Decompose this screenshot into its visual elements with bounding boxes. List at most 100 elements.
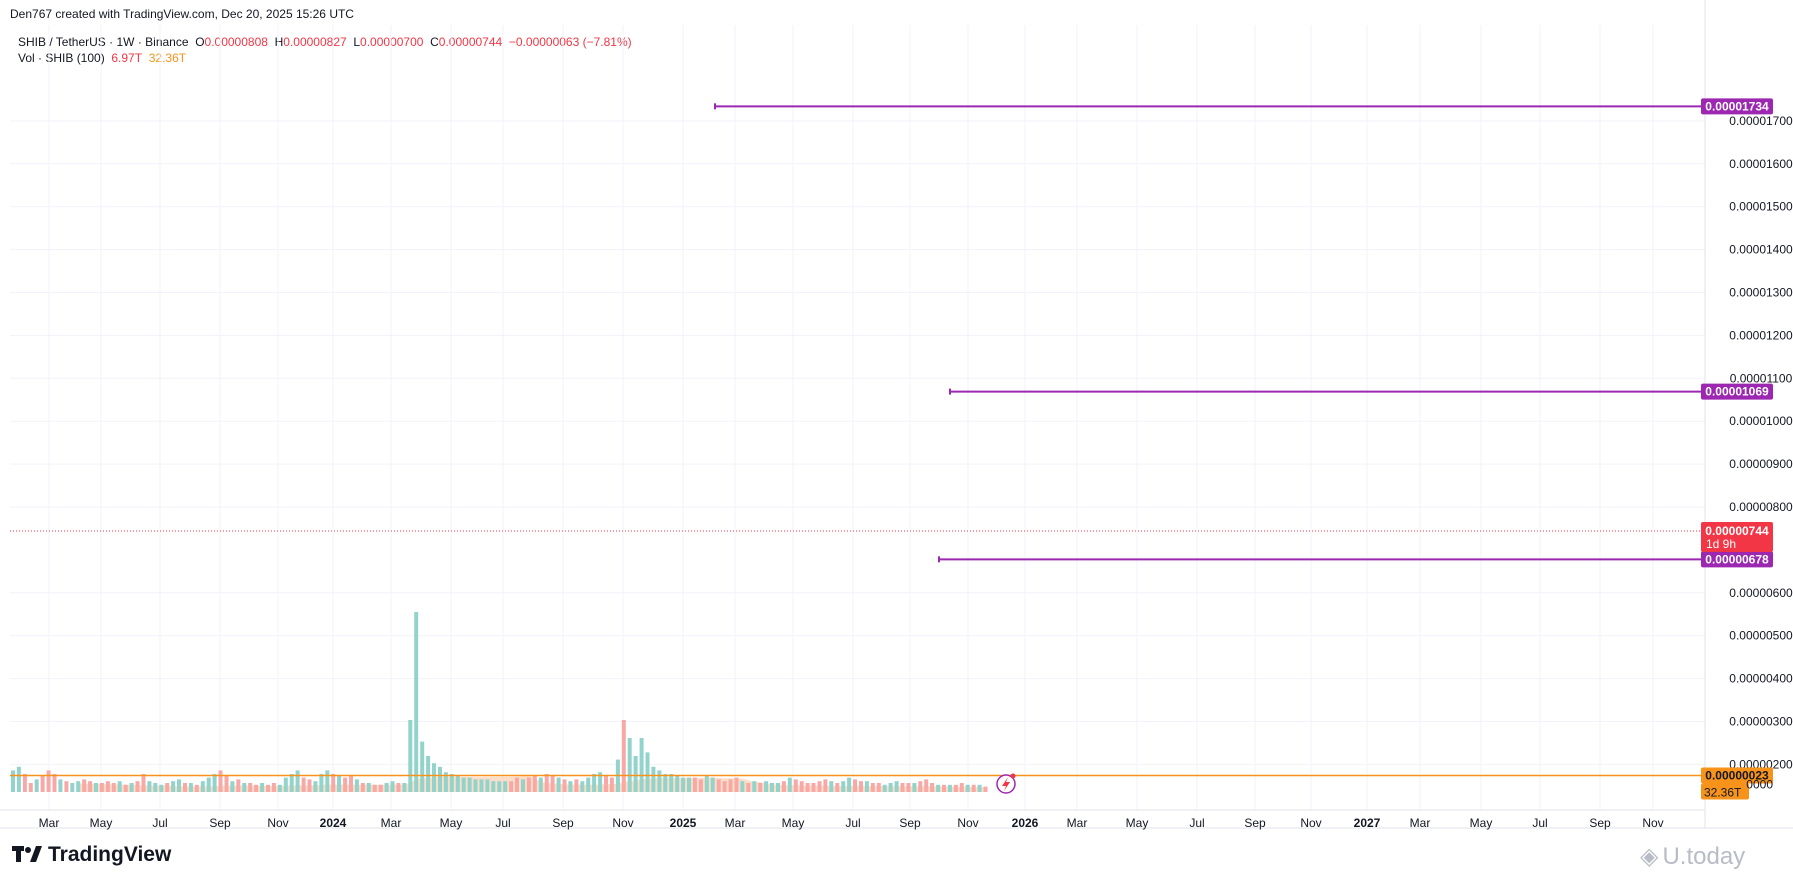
candle[interactable] — [758, 845, 763, 846]
candle[interactable] — [284, 847, 289, 848]
candle[interactable] — [918, 845, 923, 846]
candle[interactable] — [313, 846, 318, 847]
candle[interactable] — [349, 846, 354, 847]
candle[interactable] — [343, 846, 348, 847]
candle[interactable] — [960, 846, 965, 847]
candle[interactable] — [776, 844, 781, 845]
candle[interactable] — [788, 843, 793, 845]
candle[interactable] — [722, 843, 727, 844]
candle[interactable] — [497, 837, 502, 842]
candle[interactable] — [865, 844, 870, 845]
candle[interactable] — [734, 844, 739, 845]
tradingview-logo[interactable]: TradingView — [12, 843, 171, 867]
candle[interactable] — [740, 844, 745, 845]
candle[interactable] — [384, 846, 389, 847]
candle[interactable] — [657, 842, 662, 843]
candle[interactable] — [610, 842, 615, 843]
candle[interactable] — [669, 842, 674, 843]
candle[interactable] — [212, 845, 217, 846]
candle[interactable] — [189, 846, 194, 847]
candle[interactable] — [912, 845, 917, 846]
candle[interactable] — [171, 847, 176, 848]
candle[interactable] — [539, 843, 544, 844]
candle[interactable] — [461, 837, 466, 841]
candle[interactable] — [272, 847, 277, 848]
candle[interactable] — [693, 842, 698, 843]
candle[interactable] — [942, 846, 947, 847]
candle[interactable] — [633, 842, 638, 843]
candle[interactable] — [847, 843, 852, 844]
candle[interactable] — [794, 843, 799, 845]
candle[interactable] — [224, 846, 229, 847]
candle[interactable] — [396, 846, 401, 847]
candle[interactable] — [331, 845, 336, 846]
candle[interactable] — [218, 845, 223, 846]
candle[interactable] — [301, 846, 306, 847]
candle[interactable] — [829, 845, 834, 846]
candle[interactable] — [924, 846, 929, 848]
candle[interactable] — [859, 844, 864, 846]
candle[interactable] — [853, 843, 858, 844]
candle[interactable] — [805, 844, 810, 845]
candle[interactable] — [521, 842, 526, 843]
candle[interactable] — [799, 843, 804, 844]
candle[interactable] — [236, 847, 241, 848]
candle[interactable] — [183, 847, 188, 848]
candle[interactable] — [390, 846, 395, 847]
candle[interactable] — [562, 844, 567, 845]
candle[interactable] — [485, 837, 490, 842]
candle[interactable] — [948, 846, 953, 847]
candle[interactable] — [319, 846, 324, 847]
symbol-label[interactable]: SHIB / TetherUS · 1W · Binance — [18, 35, 189, 49]
candle[interactable] — [900, 844, 905, 845]
candle[interactable] — [266, 847, 271, 848]
candle[interactable] — [556, 843, 561, 845]
candle[interactable] — [420, 837, 425, 839]
candle[interactable] — [936, 846, 941, 847]
candle[interactable] — [574, 844, 579, 845]
candle[interactable] — [977, 847, 982, 848]
candle[interactable] — [230, 847, 235, 848]
candle[interactable] — [782, 844, 787, 845]
candle[interactable] — [450, 837, 455, 841]
candle[interactable] — [568, 844, 573, 845]
candle[interactable] — [201, 846, 206, 847]
candle[interactable] — [604, 842, 609, 843]
candle[interactable] — [687, 842, 692, 843]
candle[interactable] — [954, 846, 959, 847]
candle[interactable] — [491, 837, 496, 842]
candle[interactable] — [639, 842, 644, 843]
candle[interactable] — [361, 846, 366, 847]
candle[interactable] — [254, 847, 259, 848]
candle[interactable] — [675, 842, 680, 843]
candle[interactable] — [550, 844, 555, 845]
candle[interactable] — [586, 844, 591, 845]
candle[interactable] — [432, 837, 437, 840]
candle[interactable] — [871, 844, 876, 845]
candle[interactable] — [455, 837, 460, 841]
candle[interactable] — [248, 847, 253, 848]
candle[interactable] — [592, 843, 597, 844]
candle[interactable] — [971, 846, 976, 848]
candle[interactable] — [408, 837, 413, 846]
candle[interactable] — [378, 846, 383, 847]
candle[interactable] — [206, 846, 211, 847]
candle[interactable] — [598, 842, 603, 843]
price-axis[interactable]: 0.00001700 0.00001600 0.00001500 0.00001400… — [1729, 114, 1793, 772]
candle[interactable] — [307, 846, 312, 847]
candle[interactable] — [817, 845, 822, 846]
volume-label[interactable]: Vol · SHIB (100) — [18, 51, 105, 65]
candle[interactable] — [467, 837, 472, 841]
candle[interactable] — [479, 837, 484, 842]
candle[interactable] — [716, 843, 721, 844]
candle[interactable] — [627, 842, 632, 843]
candle[interactable] — [278, 847, 283, 848]
candle[interactable] — [414, 837, 419, 838]
candle[interactable] — [195, 846, 200, 847]
candle[interactable] — [965, 847, 970, 848]
candle[interactable] — [930, 846, 935, 847]
candle[interactable] — [764, 844, 769, 846]
candle[interactable] — [888, 845, 893, 846]
candle[interactable] — [746, 844, 751, 845]
candle[interactable] — [509, 837, 514, 842]
